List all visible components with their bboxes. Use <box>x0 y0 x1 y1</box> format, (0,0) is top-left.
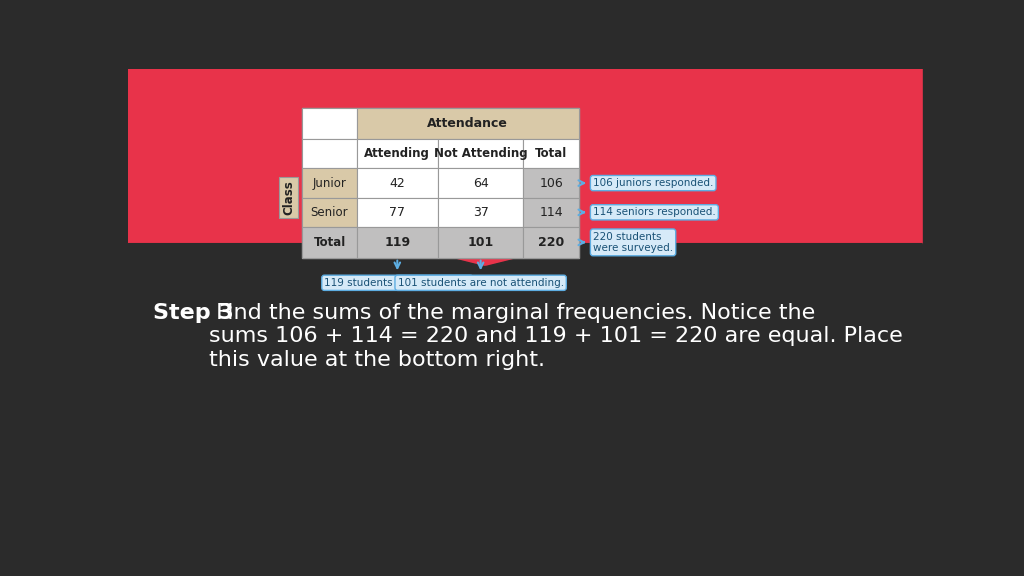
Text: 106 juniors responded.: 106 juniors responded. <box>593 178 714 188</box>
Text: 77: 77 <box>389 206 406 219</box>
Bar <box>302 108 579 258</box>
Bar <box>523 139 579 168</box>
Bar <box>356 139 438 168</box>
Bar <box>523 168 579 198</box>
Text: Find the sums of the marginal frequencies. Notice the
sums 106 + 114 = 220 and 1: Find the sums of the marginal frequencie… <box>209 303 903 370</box>
Text: Class: Class <box>282 180 295 215</box>
Text: 220 students
were surveyed.: 220 students were surveyed. <box>593 232 673 253</box>
Text: 119: 119 <box>384 236 411 249</box>
Text: 114: 114 <box>540 206 563 219</box>
Bar <box>128 69 922 243</box>
Bar <box>356 168 438 198</box>
Text: 119 students are attending.: 119 students are attending. <box>325 278 470 288</box>
Text: 42: 42 <box>389 177 406 190</box>
Bar <box>438 168 523 198</box>
Text: 37: 37 <box>473 206 488 219</box>
Text: Junior: Junior <box>312 177 346 190</box>
Bar <box>302 198 356 227</box>
Bar <box>302 168 356 198</box>
Text: Step 3: Step 3 <box>153 303 233 323</box>
Text: Total: Total <box>535 147 567 160</box>
Text: 101 students are not attending.: 101 students are not attending. <box>397 278 563 288</box>
Bar <box>356 198 438 227</box>
Text: 64: 64 <box>473 177 488 190</box>
Text: Attendance: Attendance <box>427 118 508 130</box>
Bar <box>438 227 523 258</box>
Text: Total: Total <box>313 236 346 249</box>
Text: Senior: Senior <box>310 206 348 219</box>
Bar <box>356 108 579 139</box>
Bar <box>302 139 356 168</box>
Bar <box>523 198 579 227</box>
Text: Attending: Attending <box>365 147 430 160</box>
Bar <box>438 198 523 227</box>
Bar <box>438 139 523 168</box>
Text: 114 seniors responded.: 114 seniors responded. <box>593 207 716 217</box>
Text: 220: 220 <box>538 236 564 249</box>
Text: Not Attending: Not Attending <box>434 147 527 160</box>
Text: 106: 106 <box>540 177 563 190</box>
Bar <box>356 227 438 258</box>
Bar <box>302 227 356 258</box>
Text: 101: 101 <box>468 236 494 249</box>
Bar <box>523 227 579 258</box>
Bar <box>302 108 356 139</box>
